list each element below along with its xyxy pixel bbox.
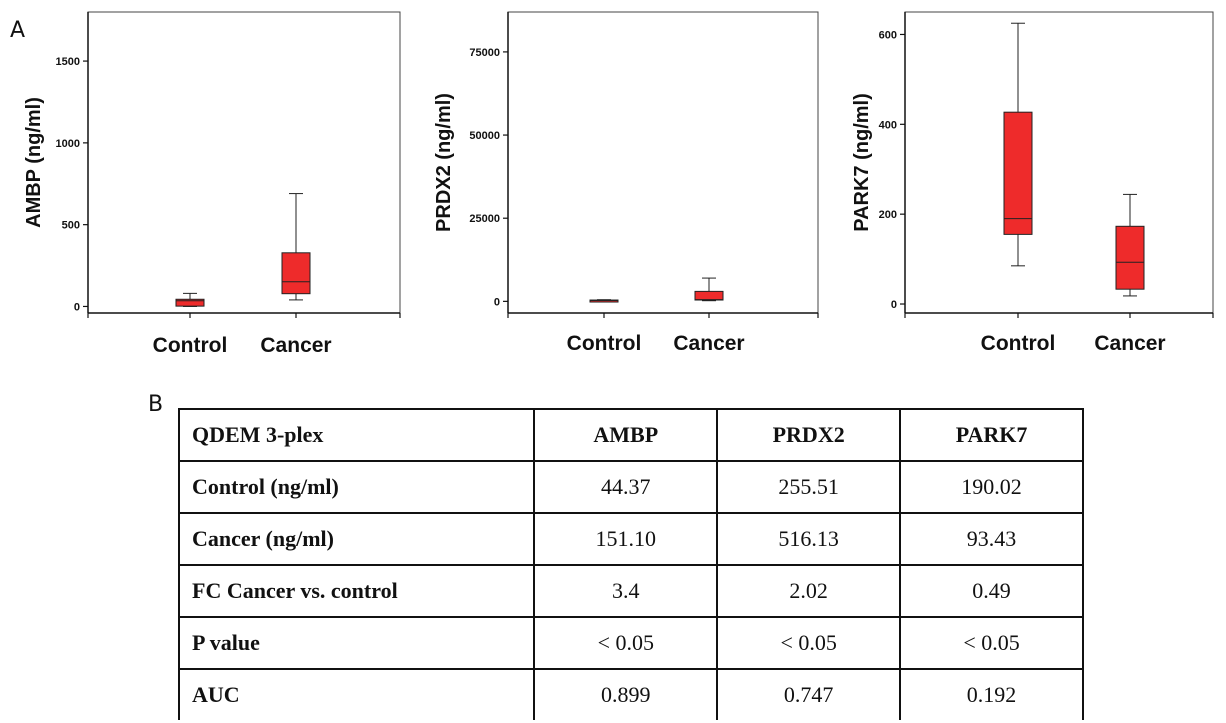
table-row: AUC 0.899 0.747 0.192	[177, 668, 1084, 720]
table-cell: < 0.05	[899, 616, 1084, 670]
table-header-qdem: QDEM 3-plex	[177, 408, 536, 462]
table-cell: < 0.05	[716, 616, 902, 670]
row-label: FC Cancer vs. control	[177, 564, 536, 618]
table-cell: 190.02	[899, 460, 1084, 514]
y-tick-label: 0	[891, 299, 897, 311]
table-cell: 0.747	[716, 668, 902, 720]
y-axis-label: PARK7 (ng/ml)	[851, 93, 873, 232]
category-label: Control	[567, 332, 642, 355]
box-plot-panels: 0 500 1000 1500 AMBP (ng/ml) Control Cancer 0 25…	[23, 11, 1214, 357]
y-tick-label: 400	[879, 119, 897, 131]
y-tick-label: 50000	[469, 130, 500, 142]
category-label: Cancer	[673, 332, 744, 355]
table-header-ambp: AMBP	[533, 408, 719, 462]
table-cell: 44.37	[533, 460, 719, 514]
y-tick-label: 200	[879, 209, 897, 221]
y-tick-label: 500	[62, 220, 80, 232]
panel-label-b: B	[148, 392, 164, 417]
table-cell: 3.4	[533, 564, 719, 618]
y-tick-label: 1000	[56, 138, 80, 150]
table-row: FC Cancer vs. control 3.4 2.02 0.49	[177, 564, 1084, 618]
plot-frame	[507, 11, 819, 314]
plot-frame	[904, 11, 1214, 314]
table-header-row: QDEM 3-plex AMBP PRDX2 PARK7	[177, 408, 1084, 462]
y-tick-label: 75000	[469, 47, 500, 59]
y-tick-label: 600	[879, 29, 897, 41]
table-row: P value < 0.05 < 0.05 < 0.05	[177, 616, 1084, 670]
table-row: Control (ng/ml) 44.37 255.51 190.02	[177, 460, 1084, 514]
category-label: Cancer	[260, 334, 331, 357]
table-cell: 151.10	[533, 512, 719, 566]
y-axis-label: AMBP (ng/ml)	[23, 97, 45, 228]
table-cell: < 0.05	[533, 616, 719, 670]
box-iqr	[175, 298, 205, 307]
category-label: Control	[981, 332, 1056, 355]
plot-frame	[87, 11, 401, 314]
y-tick-label: 25000	[469, 213, 500, 225]
row-label: P value	[177, 616, 536, 670]
y-tick-label: 1500	[56, 56, 80, 68]
table-cell: 0.899	[533, 668, 719, 720]
table-cell: 0.192	[899, 668, 1084, 720]
qdem-results-table: QDEM 3-plex AMBP PRDX2 PARK7 Control (ng…	[177, 408, 1084, 720]
panel-label-a: A	[10, 18, 26, 43]
row-label: Cancer (ng/ml)	[177, 512, 536, 566]
box-iqr	[1003, 111, 1033, 235]
box-iqr	[281, 252, 311, 295]
table-row: Cancer (ng/ml) 151.10 516.13 93.43	[177, 512, 1084, 566]
table-cell: 0.49	[899, 564, 1084, 618]
row-label: Control (ng/ml)	[177, 460, 536, 514]
category-label: Control	[153, 334, 228, 357]
table-cell: 2.02	[716, 564, 902, 618]
y-tick-label: 0	[494, 296, 500, 308]
table-cell: 93.43	[899, 512, 1084, 566]
row-label: AUC	[177, 668, 536, 720]
y-axis-label: PRDX2 (ng/ml)	[433, 93, 455, 232]
table-header-prdx2: PRDX2	[716, 408, 902, 462]
y-tick-label: 0	[74, 301, 80, 313]
table-cell: 516.13	[716, 512, 902, 566]
box-iqr	[694, 290, 724, 301]
box-iqr	[1115, 225, 1145, 290]
category-label: Cancer	[1094, 332, 1165, 355]
table-cell: 255.51	[716, 460, 902, 514]
table-header-park7: PARK7	[899, 408, 1084, 462]
